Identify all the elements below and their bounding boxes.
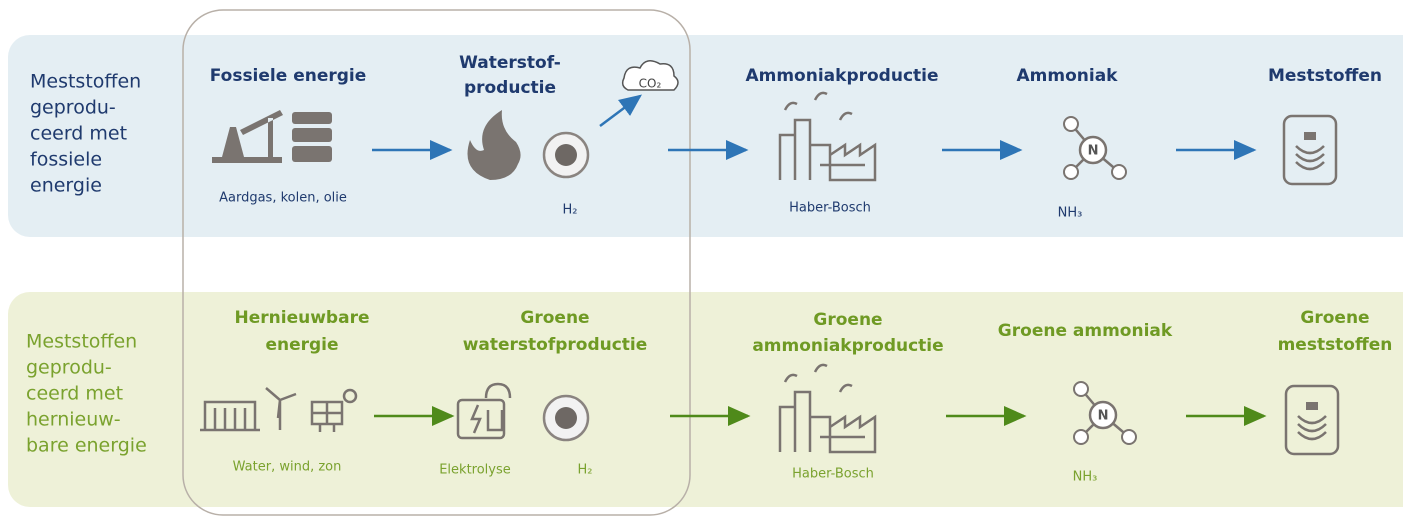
step-title: Fossiele energie: [210, 66, 367, 86]
green-band: [8, 292, 1403, 507]
step-title: Groene: [813, 310, 882, 330]
step-title: Ammoniak: [1017, 66, 1119, 86]
label-line: bare energie: [26, 435, 147, 457]
label-line: Meststoffen: [26, 331, 137, 353]
step-title: energie: [265, 335, 338, 355]
label-line: fossiele: [30, 149, 102, 171]
step-title: productie: [464, 78, 556, 98]
label-line: geprodu-: [26, 357, 112, 379]
label-line: hernieuw-: [26, 409, 121, 431]
step-caption: Haber-Bosch: [789, 201, 871, 216]
label-line: ceerd met: [30, 123, 127, 145]
page: {"rows": [ {"label": ["Meststoffen", "ge…: [0, 0, 1403, 517]
step-title: Groene: [1300, 308, 1369, 328]
step-title: Groene ammoniak: [998, 321, 1173, 341]
label-line: energie: [30, 175, 102, 197]
step-title: Groene: [520, 308, 589, 328]
diagram: N Meststoffen geprodu- ceerd met fossiel…: [0, 0, 1403, 517]
step-title: Waterstof-: [459, 53, 561, 73]
step-caption: Haber-Bosch: [792, 467, 874, 482]
step-caption: H₂: [563, 203, 578, 218]
step-caption: H₂: [578, 463, 593, 478]
label-line: Meststoffen: [30, 71, 141, 93]
step-caption: Water, wind, zon: [233, 460, 342, 475]
step-title: ammoniakproductie: [752, 336, 943, 356]
step-caption: Elektrolyse: [439, 463, 511, 478]
step-caption: Aardgas, kolen, olie: [219, 191, 347, 206]
label-line: ceerd met: [26, 383, 123, 405]
step-title: meststoffen: [1278, 335, 1393, 355]
label-line: geprodu-: [30, 97, 116, 119]
step-title: Hernieuwbare: [235, 308, 370, 328]
hydrogen-icon: [544, 133, 588, 177]
hydrogen-icon: [544, 396, 588, 440]
step-title: Ammoniakproductie: [745, 66, 938, 86]
step-title: waterstofproductie: [463, 335, 648, 355]
co2-note: CO₂: [639, 77, 662, 91]
step-caption: NH₃: [1058, 206, 1083, 221]
step-title: Meststoffen: [1268, 66, 1382, 86]
step-caption: NH₃: [1073, 470, 1098, 485]
